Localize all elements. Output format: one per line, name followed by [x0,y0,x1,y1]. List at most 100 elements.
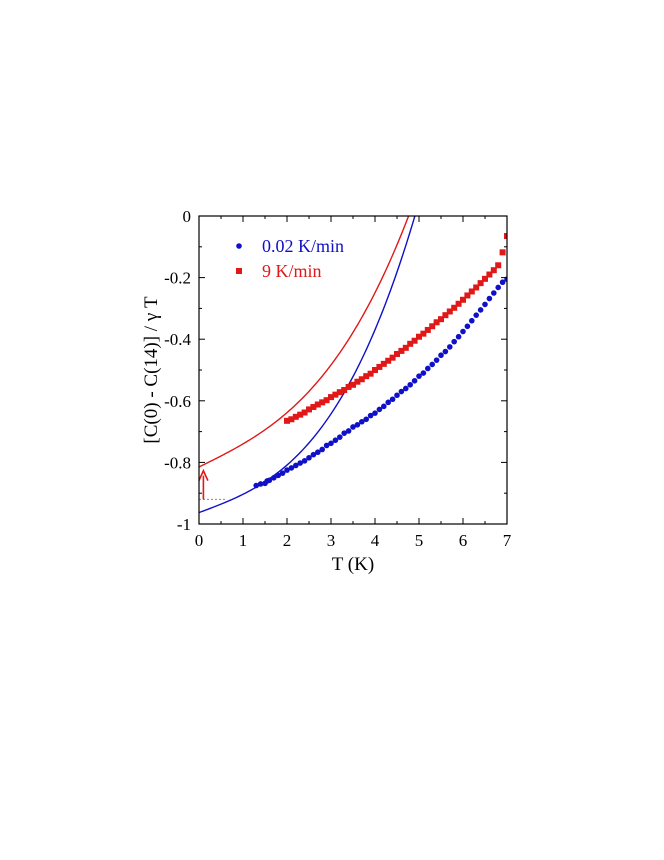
data-point-series-0 [425,365,431,372]
data-point-series-0 [389,396,396,403]
data-point-series-1 [394,350,400,357]
data-point-series-1 [451,304,458,311]
data-point-series-1 [402,344,409,351]
data-point-series-1 [376,363,383,370]
data-point-series-0 [284,467,290,473]
data-point-series-0 [341,430,348,436]
data-point-series-0 [332,437,339,444]
data-point-series-1 [292,413,299,420]
data-point-series-1 [464,292,471,299]
data-point-series-0 [288,465,295,471]
data-point-series-1 [310,403,317,410]
data-point-series-0 [486,295,493,302]
data-point-series-1 [477,280,484,287]
data-point-series-0 [482,301,488,308]
data-point-series-1 [438,316,444,323]
data-point-series-0 [328,440,334,447]
gap-arrow-head [199,468,209,481]
data-point-series-0 [363,416,370,423]
data-point-series-1 [407,340,414,347]
data-point-series-0 [420,370,427,376]
legend-label-series-0: 0.02 K/min [262,236,344,256]
axes: 0 1 2 3 4 5 6 7 0 -0.2 -0.4 -0.6 -0.8 -1 [164,207,512,550]
data-point-series-1 [306,406,312,413]
data-point-series-0 [464,323,471,330]
data-point-series-0 [411,377,418,384]
data-point-series-0 [442,348,449,355]
data-point-series-1 [367,370,374,377]
data-point-series-0 [455,333,462,340]
data-point-series-1 [358,376,365,383]
x-tick-label: 5 [415,531,424,550]
data-point-series-1 [385,357,392,364]
data-point-series-1 [336,389,343,396]
data-point-series-0 [297,460,304,466]
data-point-series-0 [257,481,264,487]
data-point-series-1 [460,296,466,303]
data-point-series-1 [314,401,321,408]
legend: 0.02 K/min 9 K/min [236,236,344,281]
data-point-series-1 [468,288,475,295]
data-point-series-0 [398,388,405,395]
data-point-series-1 [372,367,378,373]
data-point-series-0 [429,361,436,368]
plot-area [199,216,507,514]
data-point-series-0 [279,470,286,476]
data-point-series-0 [266,477,273,484]
legend-label-series-1: 9 K/min [262,261,322,281]
x-tick-label: 2 [283,531,292,550]
x-tick-label: 4 [371,531,380,550]
data-point-series-1 [455,300,462,307]
data-point-series-1 [433,319,440,326]
data-point-series-0 [438,352,444,359]
data-point-series-1 [442,312,449,319]
data-point-series-1 [490,267,497,274]
data-point-series-1 [424,326,431,333]
x-tick-label: 6 [459,531,468,550]
data-point-series-1 [380,360,387,367]
data-point-series-0 [473,312,480,318]
data-point-series-0 [301,458,308,464]
data-point-series-1 [398,347,405,354]
data-point-series-1 [354,378,361,385]
data-point-series-0 [416,373,422,379]
data-point-series-1 [389,354,396,361]
data-point-series-0 [354,422,361,428]
y-tick-label: -0.4 [164,330,191,349]
data-point-series-0 [275,472,282,479]
data-point-series-0 [469,317,475,324]
data-point-series-1 [323,397,330,404]
data-point-series-1 [297,411,304,418]
data-point-series-0 [337,434,343,440]
data-point-series-1 [486,271,493,278]
y-tick-label: -0.2 [164,269,191,288]
data-point-series-1 [350,381,356,388]
data-point-series-0 [447,344,453,350]
data-point-series-1 [446,308,453,315]
data-point-series-1 [504,233,507,240]
data-point-series-1 [345,383,352,390]
data-point-series-1 [411,337,418,344]
fit-line-series-1 [199,216,410,468]
y-tick-label: -1 [177,515,191,534]
data-point-series-0 [253,482,259,489]
data-point-series-0 [403,385,409,392]
data-point-series-0 [323,442,330,449]
data-point-series-1 [495,262,502,269]
data-point-series-0 [315,449,321,456]
data-point-series-0 [491,290,497,296]
data-point-series-1 [416,333,422,340]
data-point-series-1 [420,330,427,337]
legend-marker-series-0 [236,243,242,249]
y-tick-label: -0.6 [164,392,191,411]
data-point-series-0 [495,284,502,291]
data-point-series-1 [301,409,308,416]
data-point-series-1 [341,387,348,394]
x-tick-label: 1 [239,531,248,550]
data-point-series-0 [451,338,458,345]
data-point-series-0 [376,406,383,413]
data-point-series-0 [499,279,506,286]
data-point-series-0 [385,399,392,406]
fit-line-series-0 [199,216,416,514]
